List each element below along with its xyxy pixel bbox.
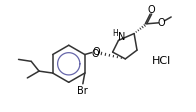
Text: H: H [113,29,118,38]
Text: O: O [148,5,155,15]
Text: N: N [118,31,125,41]
Text: HCl: HCl [152,55,171,65]
Text: Br: Br [77,85,88,95]
Text: O: O [158,18,165,28]
Text: O: O [92,48,99,58]
Text: O: O [93,46,100,56]
